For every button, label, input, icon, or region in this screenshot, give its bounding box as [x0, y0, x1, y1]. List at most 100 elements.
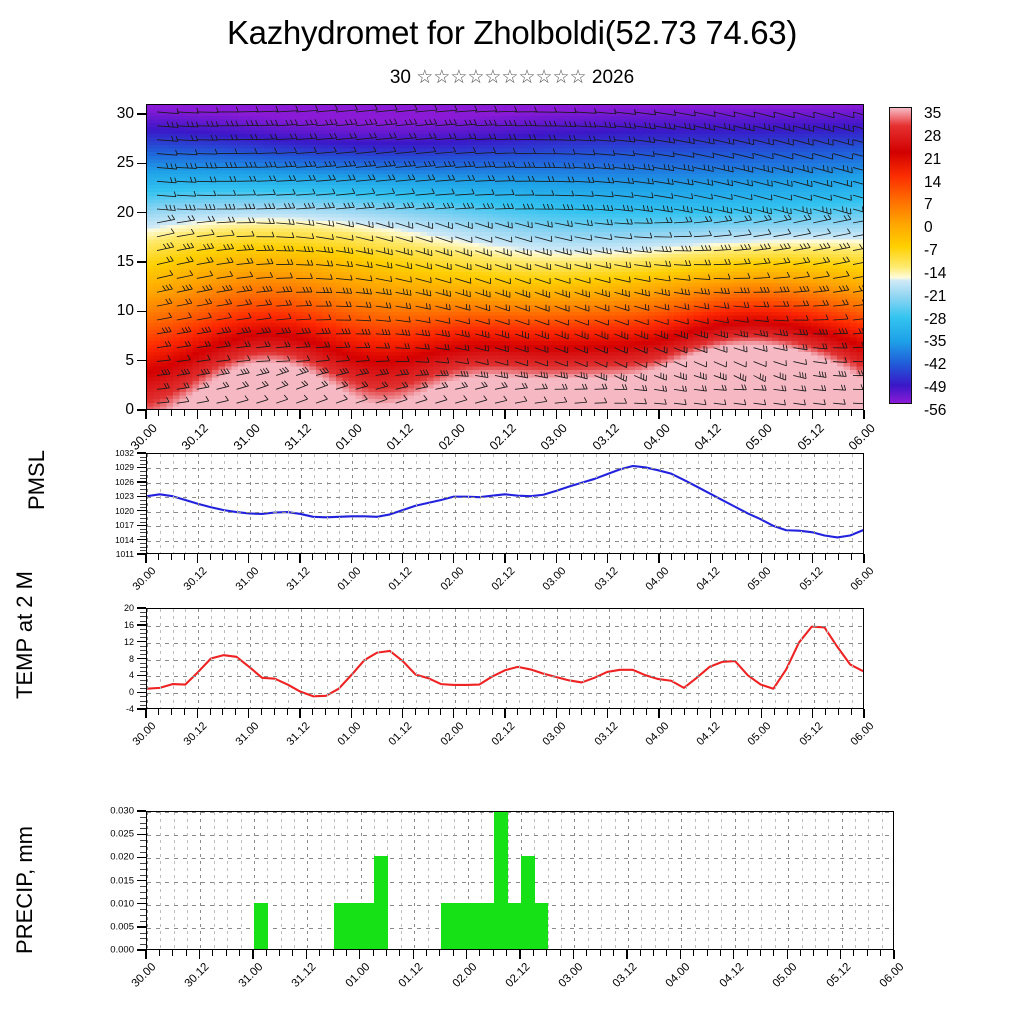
temp-plot	[147, 609, 863, 708]
grid-line-v-minor	[647, 454, 649, 553]
grid-line-v-minor	[364, 609, 366, 708]
grid-line-v-minor	[440, 812, 442, 949]
grid-line-v-minor	[429, 609, 431, 708]
page-subtitle: 30 ☆☆☆☆☆☆☆☆☆☆ 2026	[0, 66, 1024, 89]
pmsl-axis-caption: PMSL	[24, 450, 49, 510]
grid-line-v	[403, 609, 405, 708]
grid-line-v-minor	[400, 812, 402, 949]
page-title: Kazhydromet for Zholboldi(52.73 74.63)	[226, 14, 798, 51]
grid-line-v-minor	[518, 609, 520, 708]
cross-section-plot	[147, 105, 863, 409]
grid-line-h	[147, 468, 863, 470]
grid-line-v-minor	[672, 609, 674, 708]
grid-line-v-minor	[621, 454, 623, 553]
grid-line-v-minor	[313, 609, 315, 708]
grid-line-v-minor	[736, 609, 738, 708]
grid-line-v-minor	[839, 454, 841, 553]
grid-line-v	[249, 609, 251, 708]
grid-line-v-minor	[868, 812, 870, 949]
grid-line-v	[681, 812, 683, 949]
grid-line-v-minor	[852, 609, 854, 708]
grid-line-v-minor	[672, 454, 674, 553]
grid-line-v	[813, 609, 815, 708]
grid-line-v	[788, 812, 790, 949]
grid-line-v-minor	[570, 454, 572, 553]
grid-line-v-minor	[320, 812, 322, 949]
precip-bar	[534, 902, 549, 949]
grid-line-v-minor	[749, 609, 751, 708]
grid-line-v-minor	[326, 454, 328, 553]
grid-line-v	[198, 609, 200, 708]
grid-line-v-minor	[595, 454, 597, 553]
grid-line-v-minor	[641, 812, 643, 949]
grid-line-v-minor	[267, 812, 269, 949]
grid-line-h	[147, 482, 863, 484]
grid-line-v	[627, 812, 629, 949]
grid-line-v	[813, 454, 815, 553]
grid-line-v-minor	[223, 454, 225, 553]
grid-line-v-minor	[587, 812, 589, 949]
grid-line-v	[403, 454, 405, 553]
precip-bar	[334, 902, 348, 949]
grid-line-v-minor	[561, 812, 563, 949]
precip-bar	[507, 902, 522, 949]
temperature-colorbar	[889, 107, 912, 404]
grid-line-v-minor	[288, 609, 290, 708]
grid-line-v-minor	[427, 812, 429, 949]
grid-line-v-minor	[800, 609, 802, 708]
grid-line-v-minor	[667, 812, 669, 949]
grid-line-v-minor	[775, 454, 777, 553]
precip-bar	[347, 902, 362, 949]
grid-line-v	[300, 454, 302, 553]
grid-line-v-minor	[534, 812, 536, 949]
grid-line-v-minor	[493, 609, 495, 708]
grid-line-v-minor	[749, 454, 751, 553]
grid-line-v-minor	[634, 609, 636, 708]
precip-bar	[521, 856, 535, 949]
grid-line-v-minor	[493, 454, 495, 553]
grid-line-v	[557, 454, 559, 553]
grid-line-v-minor	[480, 609, 482, 708]
grid-line-v-minor	[788, 454, 790, 553]
grid-line-v	[711, 454, 713, 553]
precip-bar	[360, 902, 375, 949]
grid-line-v-minor	[544, 609, 546, 708]
grid-line-v-minor	[159, 609, 161, 708]
grid-line-v	[454, 454, 456, 553]
grid-line-h	[147, 540, 863, 542]
grid-line-h	[147, 812, 893, 813]
grid-line-v-minor	[852, 454, 854, 553]
grid-line-v-minor	[293, 812, 295, 949]
grid-line-v-minor	[775, 609, 777, 708]
grid-line-v	[659, 454, 661, 553]
precip-bar	[374, 856, 388, 949]
grid-line-v-minor	[364, 454, 366, 553]
colorbar-tick-label: -35	[924, 333, 947, 351]
grid-line-v-minor	[544, 454, 546, 553]
grid-line-v-minor	[227, 812, 229, 949]
grid-line-v	[300, 609, 302, 708]
grid-line-v-minor	[774, 812, 776, 949]
grid-line-v-minor	[211, 454, 213, 553]
grid-line-h	[147, 881, 893, 883]
grid-line-v	[454, 609, 456, 708]
grid-line-v	[147, 609, 148, 708]
grid-line-v	[360, 812, 362, 949]
grid-line-v-minor	[390, 454, 392, 553]
grid-line-v-minor	[654, 812, 656, 949]
grid-line-h	[147, 676, 863, 678]
grid-line-v-minor	[347, 812, 349, 949]
pmsl-panel	[146, 453, 864, 554]
grid-line-v-minor	[518, 454, 520, 553]
grid-line-v-minor	[507, 812, 509, 949]
grid-line-v-minor	[761, 812, 763, 949]
colorbar-tick-label: -14	[924, 264, 947, 282]
pmsl-plot	[147, 454, 863, 553]
grid-line-v-minor	[531, 609, 533, 708]
precip-panel	[146, 811, 894, 950]
grid-line-v-minor	[262, 454, 264, 553]
grid-line-v-minor	[721, 812, 723, 949]
grid-line-v	[200, 812, 202, 949]
grid-line-v-minor	[262, 609, 264, 708]
grid-line-h	[147, 835, 893, 837]
